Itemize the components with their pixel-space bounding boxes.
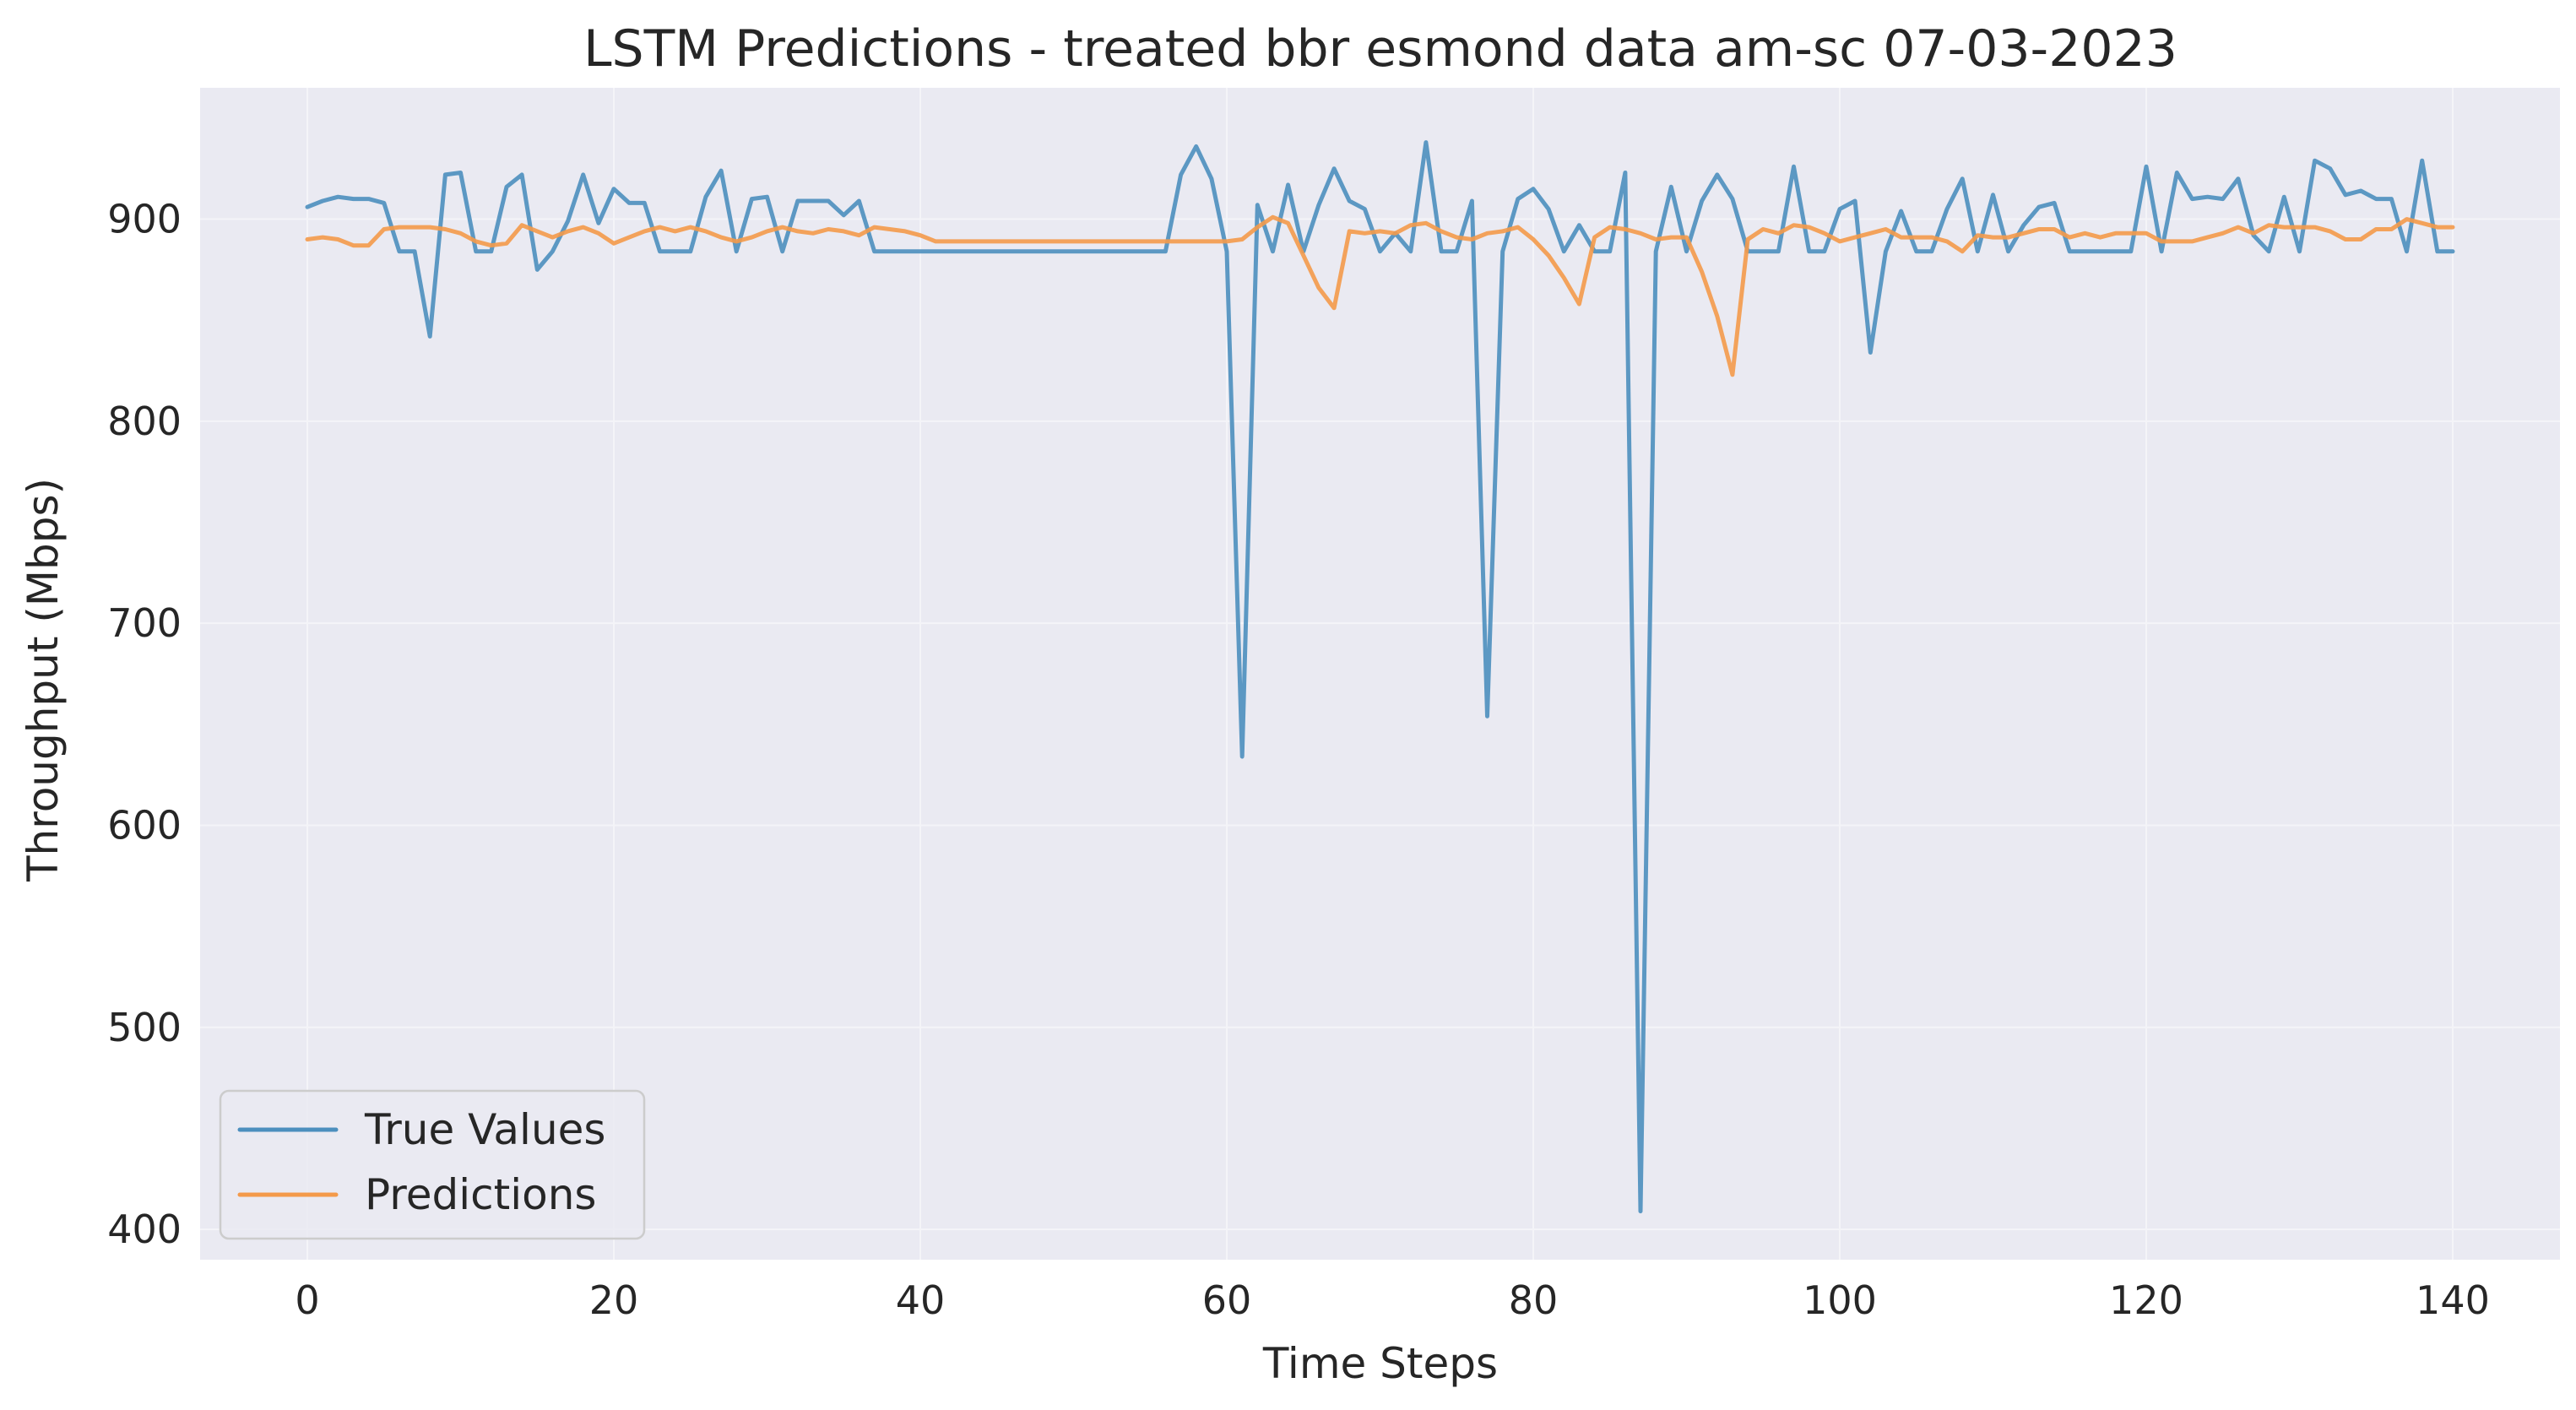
y-tick-label: 400 <box>107 1207 182 1252</box>
x-tick-label: 140 <box>2416 1277 2490 1323</box>
series-layer <box>305 140 2455 1214</box>
x-axis-label: Time Steps <box>1262 1339 1498 1388</box>
series-line-predictions <box>305 214 2455 377</box>
x-tick-label: 40 <box>896 1277 946 1323</box>
x-tick-label: 0 <box>295 1277 319 1323</box>
y-axis-ticks: 400 500 600 700 800 900 <box>107 197 182 1253</box>
x-axis-ticks: 0 20 40 60 80 100 120 140 <box>295 1277 2489 1323</box>
legend: True Values Predictions <box>219 1089 646 1240</box>
y-tick-label: 500 <box>107 1005 182 1050</box>
y-tick-label: 700 <box>107 600 182 646</box>
plot-area <box>200 88 2560 1260</box>
y-tick-label: 900 <box>107 197 182 242</box>
series-line-true-values <box>305 140 2455 1214</box>
y-tick-label: 600 <box>107 802 182 848</box>
x-tick-label: 20 <box>589 1277 639 1323</box>
legend-label-predictions: Predictions <box>365 1170 596 1219</box>
legend-label-true-values: True Values <box>364 1105 605 1154</box>
y-axis-label: Throughput (Mbps) <box>19 478 68 882</box>
x-tick-label: 60 <box>1202 1277 1252 1323</box>
x-tick-label: 120 <box>2109 1277 2183 1323</box>
x-tick-label: 100 <box>1803 1277 1877 1323</box>
y-tick-label: 800 <box>107 399 182 444</box>
chart-title: LSTM Predictions - treated bbr esmond da… <box>583 19 2177 79</box>
x-tick-label: 80 <box>1509 1277 1559 1323</box>
